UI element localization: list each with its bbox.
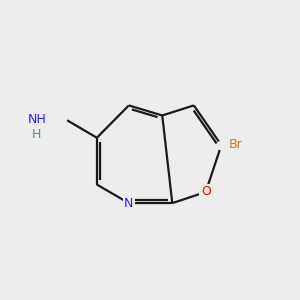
Text: Br: Br bbox=[228, 138, 242, 151]
Text: N: N bbox=[124, 196, 134, 210]
Text: H: H bbox=[31, 128, 40, 141]
Text: O: O bbox=[201, 185, 211, 199]
Text: NH: NH bbox=[27, 113, 46, 126]
